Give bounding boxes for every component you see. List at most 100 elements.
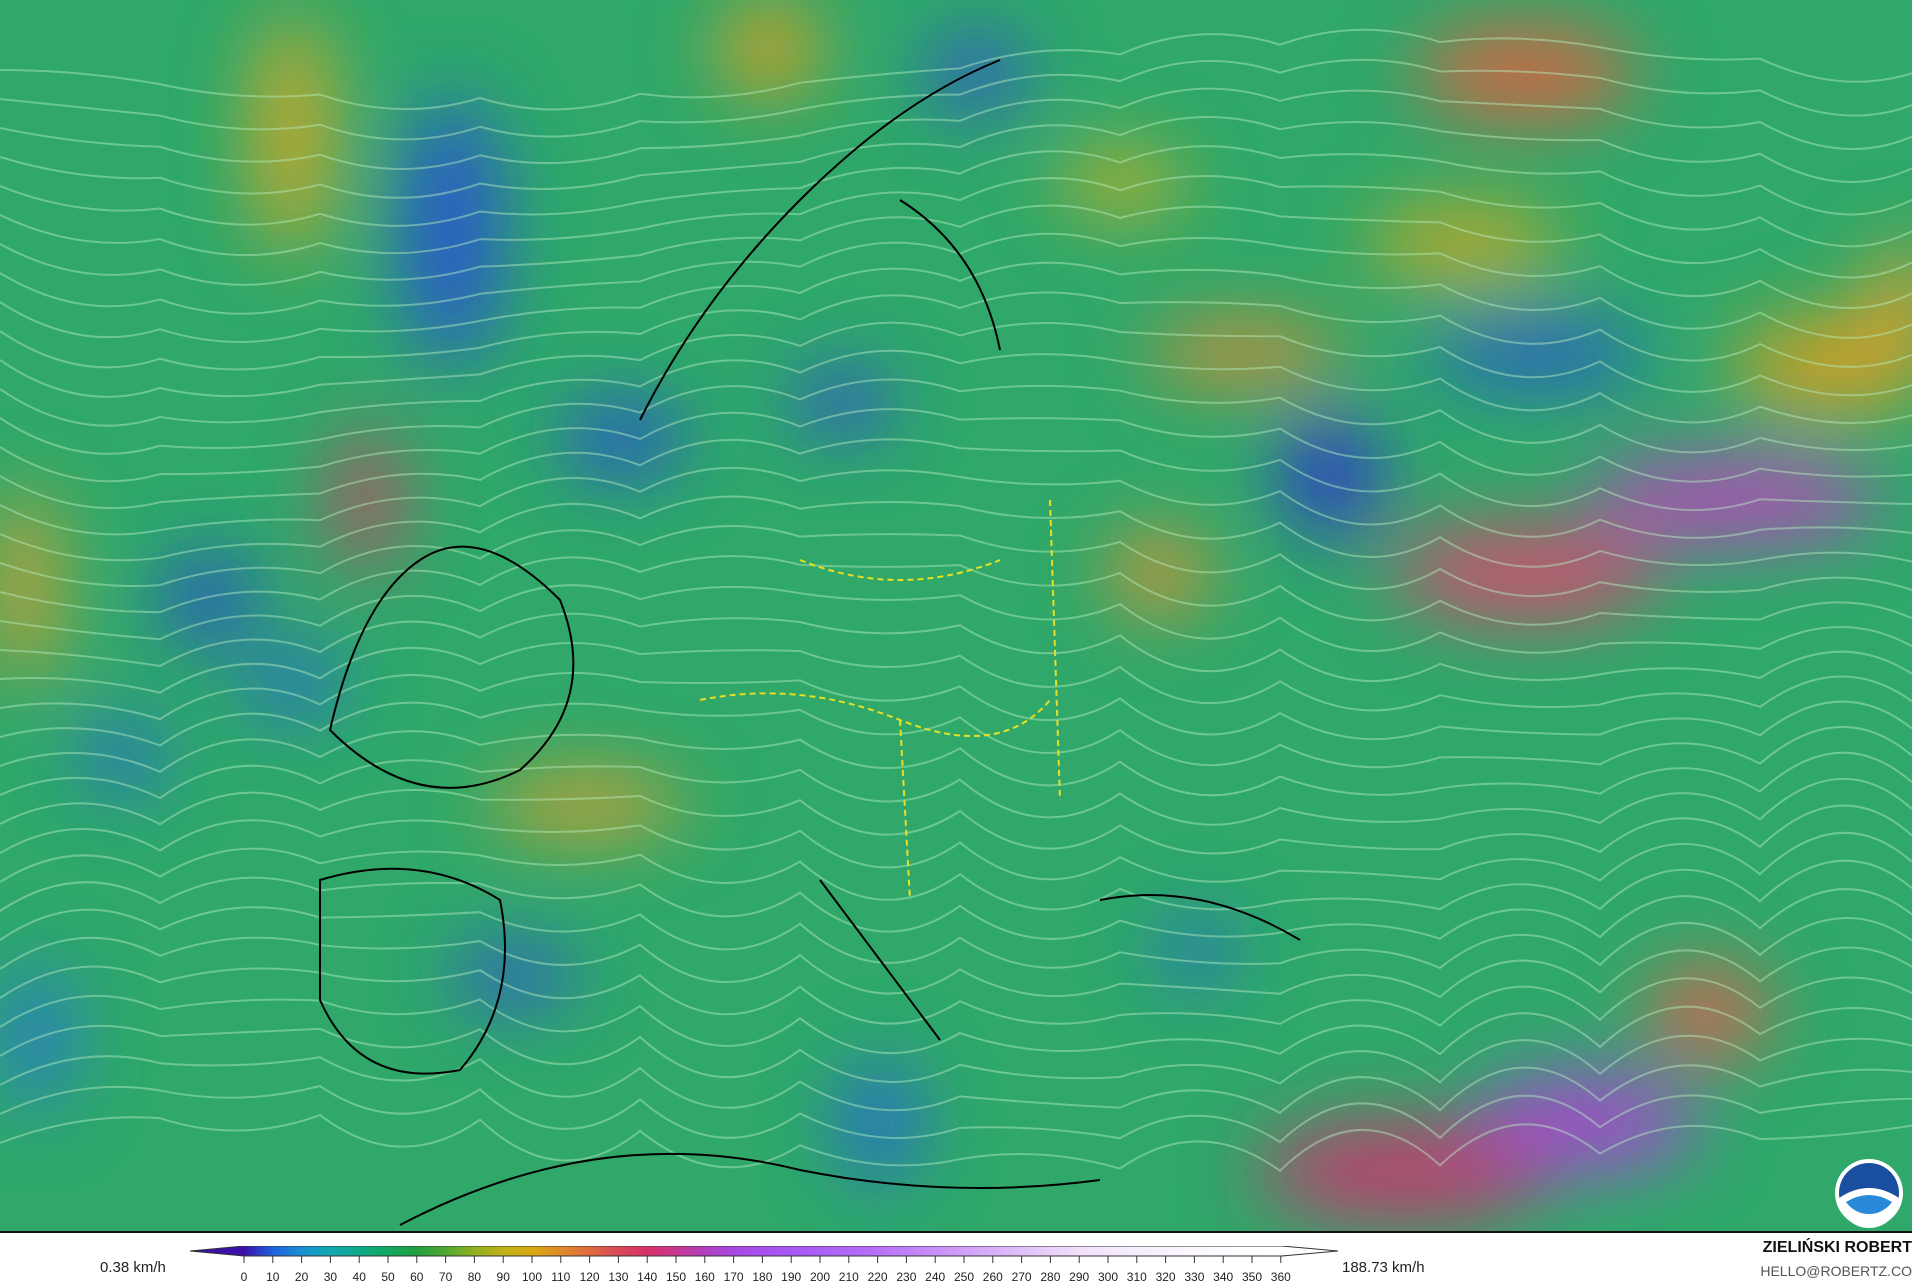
wind-speed-region <box>1366 207 1562 281</box>
wind-speed-region <box>1427 323 1647 385</box>
colorbar-tick-label: 60 <box>410 1270 424 1284</box>
streamline <box>0 1084 1912 1144</box>
streamline <box>0 87 1912 170</box>
wind-speed-region <box>841 1061 916 1184</box>
colorbar-tick-label: 260 <box>983 1270 1003 1284</box>
wind-speed-region <box>1866 244 1912 366</box>
streamline <box>0 612 1912 683</box>
colorbar-tick-label: 280 <box>1040 1270 1060 1284</box>
colorbar-tick-label: 30 <box>324 1270 338 1284</box>
streamline <box>0 261 1912 343</box>
wind-speed-region <box>1390 524 1660 623</box>
wind-speed-region <box>402 97 501 366</box>
streamline <box>0 936 1912 999</box>
coastline <box>319 867 506 1075</box>
colorbar-tick-label: 110 <box>551 1270 570 1284</box>
wind-speed-region <box>1146 323 1342 385</box>
wind-speed-region <box>927 36 1025 110</box>
streamline <box>0 847 1912 911</box>
colorbar-tick-label: 250 <box>954 1270 974 1284</box>
wind-speed-region <box>335 427 397 574</box>
streamline <box>0 789 1912 855</box>
colorbar-tick-label: 310 <box>1127 1270 1147 1284</box>
streamline <box>0 349 1912 427</box>
streamline <box>0 642 1912 712</box>
max-speed-label: 188.73 km/h <box>1342 1259 1425 1276</box>
wind-speed-region <box>451 945 574 1007</box>
streamline <box>0 965 1912 1027</box>
wind-speed-region <box>1415 24 1635 123</box>
streamline <box>0 555 1912 626</box>
wind-speed-region <box>1586 457 1879 543</box>
colorbar-tick-label: 200 <box>810 1270 830 1284</box>
colorbar-tick-label: 120 <box>580 1270 600 1284</box>
colorbar-tick-label: 20 <box>295 1270 309 1284</box>
streamline <box>0 1055 1912 1115</box>
wind-speed-region <box>0 488 55 684</box>
wind-map <box>0 0 1912 1233</box>
coastline <box>639 59 1001 421</box>
colorbar-tick-label: 300 <box>1098 1270 1118 1284</box>
colorbar-tick-label: 130 <box>608 1270 628 1284</box>
wind-speed-field <box>0 0 1912 1226</box>
wind-speed-region <box>793 372 891 434</box>
wind-speed-region <box>1476 1073 1696 1172</box>
streamline <box>0 701 1912 769</box>
author-name: ZIELIŃSKI ROBERT <box>1762 1239 1912 1256</box>
streamline <box>0 145 1912 227</box>
streamline <box>0 730 1912 797</box>
colorbar-tick-label: 190 <box>781 1270 801 1284</box>
coastline <box>328 545 575 789</box>
streamline <box>0 438 1912 512</box>
wind-speed-region <box>1256 1122 1550 1220</box>
colorbar-tick-label: 350 <box>1242 1270 1262 1284</box>
wind-speed-region <box>6 963 68 1111</box>
wind-speed-region <box>243 652 342 714</box>
colorbar-tick-label: 230 <box>896 1270 916 1284</box>
colorbar-tick-label: 290 <box>1069 1270 1089 1284</box>
streamline <box>0 378 1912 455</box>
author-email[interactable]: HELLO@ROBERTZ.CO <box>1760 1263 1912 1279</box>
wind-speed-region <box>1732 317 1912 415</box>
streamline <box>0 116 1912 199</box>
wind-speed-region <box>164 555 251 641</box>
min-speed-label: 0.38 km/h <box>100 1259 166 1276</box>
wind-speed-region <box>1061 152 1184 214</box>
wind-speed-region <box>85 719 159 794</box>
colorbar-tick-label: 150 <box>666 1270 686 1284</box>
wind-speed-region <box>487 774 684 836</box>
colorbar-tick-label: 90 <box>497 1270 511 1284</box>
streamline <box>0 291 1912 371</box>
streamline <box>0 495 1912 568</box>
streamline <box>0 672 1912 741</box>
wind-speed-region <box>1159 921 1233 983</box>
streamline <box>0 466 1912 539</box>
colorbar-tick-label: 160 <box>695 1270 715 1284</box>
colorbar-tick-label: 270 <box>1012 1270 1032 1284</box>
wind-speed-region <box>256 12 330 257</box>
streamline <box>0 58 1912 141</box>
streamline <box>0 1113 1912 1173</box>
colorbar-tick-label: 330 <box>1184 1270 1204 1284</box>
streamline <box>0 28 1912 111</box>
streamline <box>0 584 1912 654</box>
streamline <box>0 408 1912 483</box>
coastline <box>399 879 1301 1226</box>
colorbar-tick-label: 70 <box>439 1270 453 1284</box>
streamline <box>0 525 1912 598</box>
colorbar-tick-label: 320 <box>1156 1270 1176 1284</box>
colorbar-tick-label: 80 <box>468 1270 482 1284</box>
streamline <box>0 204 1912 286</box>
streamline <box>0 876 1912 940</box>
country-border <box>699 499 1061 901</box>
colorbar-tick-label: 40 <box>353 1270 367 1284</box>
streamline <box>0 759 1912 826</box>
colorbar-tick-label: 220 <box>868 1270 888 1284</box>
colorbar-tick-label: 0 <box>241 1270 248 1284</box>
colorbar-tick-label: 340 <box>1213 1270 1233 1284</box>
wind-speed-region <box>1647 963 1769 1062</box>
streamline <box>0 1024 1912 1085</box>
wind-speed-region <box>1110 530 1208 617</box>
noaa-logo <box>1834 1158 1904 1228</box>
colorbar-tick-label: 360 <box>1271 1270 1291 1284</box>
